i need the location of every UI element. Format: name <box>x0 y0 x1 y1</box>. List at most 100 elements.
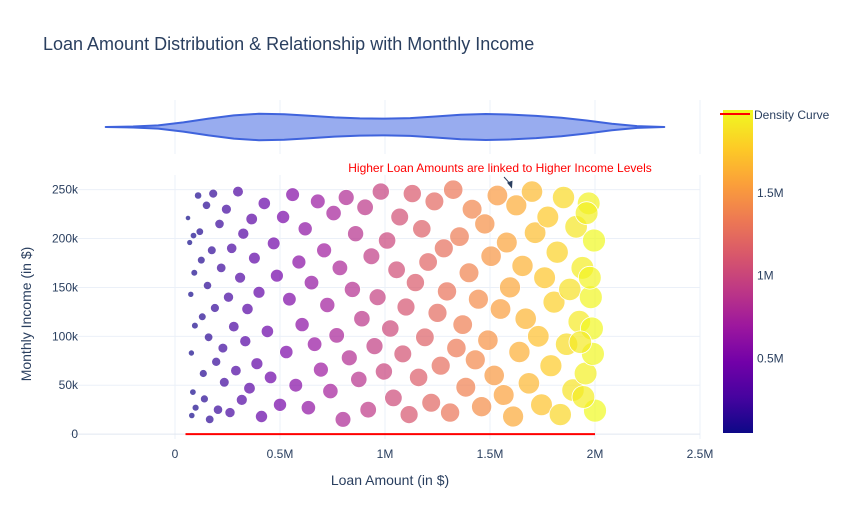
scatter-point <box>542 290 566 314</box>
scatter-point <box>514 307 537 330</box>
y-tick-label: 50k <box>59 378 79 392</box>
scatter-point <box>527 325 550 348</box>
scatter-point <box>499 276 521 299</box>
y-tick-label: 0 <box>71 427 78 441</box>
scatter-point <box>523 221 547 244</box>
scatter-point <box>574 201 599 225</box>
scatter-point <box>374 362 393 381</box>
scatter-point <box>194 191 203 200</box>
scatter-point <box>272 397 287 412</box>
scatter-point <box>508 340 531 363</box>
x-tick-label: 2.5M <box>687 447 714 461</box>
scatter-point <box>228 320 240 333</box>
scatter-point <box>260 324 274 338</box>
scatter-point <box>288 377 304 393</box>
scatter-point <box>237 227 250 240</box>
scatter-point <box>209 303 220 313</box>
scatter-point <box>187 290 195 298</box>
scatter-point <box>248 251 261 265</box>
scatter-point <box>371 182 390 201</box>
scatter-point <box>208 188 219 199</box>
scatter-point <box>477 329 499 351</box>
scatter-point <box>440 402 461 423</box>
scatter-point <box>212 404 224 415</box>
x-tick-label: 0 <box>172 447 179 461</box>
scatter-point <box>359 401 377 419</box>
scatter-point <box>188 411 196 420</box>
colorbar-tick-label: 0.5M <box>757 351 784 365</box>
scatter-point <box>418 252 438 272</box>
colorbar-tick-label: 1M <box>757 269 774 283</box>
scatter-point <box>492 384 515 406</box>
scatter-point <box>331 259 349 277</box>
scatter-point <box>203 332 214 343</box>
scatter-point <box>402 184 422 204</box>
y-tick-label: 150k <box>52 280 79 294</box>
scatter-point <box>235 393 248 406</box>
scatter-point <box>202 280 213 291</box>
scatter-point <box>250 357 264 371</box>
scatter-point <box>393 344 413 364</box>
scatter-point <box>548 403 572 427</box>
scatter-point <box>356 198 374 217</box>
scatter-point <box>405 273 425 293</box>
scatter-point <box>483 364 505 386</box>
scatter-point <box>530 393 553 417</box>
scatter-point <box>449 226 470 247</box>
scatter-point <box>334 411 352 428</box>
x-axis-ticks: 0 0.5M 1M 1.5M 2M 2.5M <box>172 447 714 461</box>
scatter-point <box>269 268 284 283</box>
scatter-point <box>306 336 323 352</box>
scatter-point <box>427 302 448 323</box>
scatter-point <box>511 254 534 277</box>
scatter-point <box>291 254 307 270</box>
scatter-point <box>300 400 316 416</box>
scatter-point <box>582 228 606 253</box>
violin-shape <box>104 112 666 142</box>
scatter-point <box>350 370 368 388</box>
scatter-point <box>433 238 454 259</box>
colorbar-tick-label: 1.5M <box>757 186 784 200</box>
scatter-point <box>424 191 445 212</box>
scatter-point <box>495 231 518 254</box>
x-tick-label: 1M <box>377 447 394 461</box>
scatter-point <box>377 231 397 250</box>
legend-density-label: Density Curve <box>754 108 830 122</box>
scatter-point <box>325 205 342 222</box>
scatter-point <box>230 364 242 377</box>
scatter-point <box>187 349 195 357</box>
scatter-point <box>390 207 410 227</box>
scatter-point <box>279 344 294 360</box>
scatter-point <box>558 277 582 301</box>
scatter-point <box>464 349 486 371</box>
scatter-point <box>467 288 489 310</box>
scatter-point <box>319 296 336 313</box>
scatter-point <box>241 302 254 316</box>
scatter-point <box>489 298 512 320</box>
scatter-point <box>199 394 209 404</box>
scatter-point <box>520 180 544 203</box>
scatter-point <box>322 382 339 400</box>
scatter-point <box>186 239 194 246</box>
scatter-point <box>191 321 199 330</box>
y-axis-title: Monthly Income (in $) <box>18 247 34 382</box>
scatter-point <box>220 203 232 215</box>
scatter-point <box>452 314 473 335</box>
scatter-point <box>337 189 355 206</box>
scatter-point <box>215 262 227 274</box>
scatter-point <box>387 260 406 280</box>
scatter-point <box>353 310 371 328</box>
scatter-point <box>316 242 333 259</box>
scatter-point <box>303 274 320 291</box>
scatter-point <box>399 405 419 425</box>
scatter-point <box>282 292 297 307</box>
scatter-point <box>232 185 244 198</box>
scatter-point <box>502 405 524 428</box>
scatter-point <box>234 271 247 284</box>
scatter-point <box>458 262 480 284</box>
scatter-point <box>362 247 381 266</box>
scatter-point <box>219 376 230 388</box>
annotation-text: Higher Loan Amounts are linked to Higher… <box>348 161 652 175</box>
scatter-point <box>577 265 602 290</box>
